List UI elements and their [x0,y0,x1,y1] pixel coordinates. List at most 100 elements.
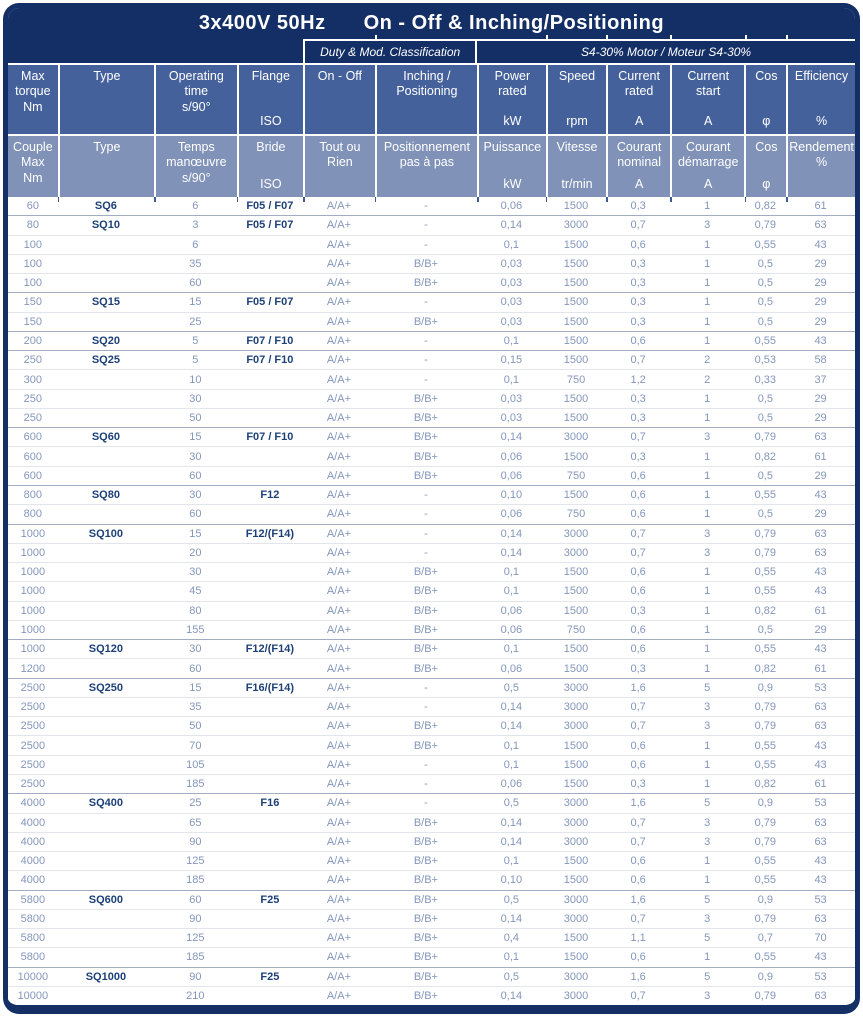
table-row: 600 30 A/A+ B/B+ 0,06 1500 0,3 1 0,82 61 [8,446,855,465]
table-cell: B/B+ [413,431,438,444]
table-cell: 185 [186,874,205,887]
table-cell: - [424,701,428,714]
table-cell: 2500 [20,739,46,752]
header-cell-en-6: Inching / Positioning [374,65,477,134]
table-cell [58,871,154,889]
table-cell: 10 [189,373,202,386]
header-cell-en-7: Power rated kW [477,65,546,134]
table-cell: 1500 [563,951,589,964]
table-cell: 3000 [563,720,589,733]
table-cell: 90 [189,835,202,848]
table-cell: 43 [814,585,827,598]
table-cell: 10000 [17,970,49,983]
table-cell: 0,7 [630,912,646,925]
table-cell: 300 [23,373,43,386]
table-cell: 50 [189,720,202,733]
table-cell [237,390,304,408]
table-cell: 53 [814,797,827,810]
table-cell: 1 [704,469,711,482]
table-row: 100 6 A/A+ - 0,1 1500 0,6 1 0,55 43 [8,234,855,254]
table-cell: 3000 [563,681,589,694]
table-cell [237,987,304,1005]
table-cell: 0,6 [630,334,646,347]
table-cell: 0,79 [754,912,777,925]
table-row: 4000 125 A/A+ B/B+ 0,1 1500 0,6 1 0,55 43 [8,851,855,870]
header-label: Type [93,69,121,83]
table-cell: B/B+ [413,932,438,945]
table-row: 10000 SQ1000 90 F25 A/A+ B/B+ 0,5 3000 1,6 5 0,9 53 [8,966,855,986]
table-cell: 3 [192,219,199,232]
classification-band-row: Duty & Mod. Classification S4-30% Motor … [8,35,855,63]
table-cell: 0,03 [500,296,523,309]
table-cell: A/A+ [326,816,351,829]
table-cell [58,852,154,870]
table-row: 250 SQ25 5 F07 / F10 A/A+ - 0,15 1500 0,7 2 0,53 58 [8,350,855,369]
table-cell: F05 / F07 [246,219,294,232]
table-cell: 1 [704,238,711,251]
table-cell: 43 [814,566,827,579]
table-cell: 3 [704,835,711,848]
table-cell: A/A+ [326,990,351,1003]
table-cell: B/B+ [413,277,438,290]
table-cell: 1500 [563,277,589,290]
table-cell: B/B+ [413,469,438,482]
table-cell: 1500 [563,412,589,425]
table-cell: 1500 [563,315,589,328]
table-cell: 2 [704,354,711,367]
table-cell: 90 [189,912,202,925]
table-row: 800 SQ80 30 F12 A/A+ - 0,10 1500 0,6 1 0,55 43 [8,484,855,504]
header-label: Courant démarrage [677,140,739,170]
table-cell [58,756,154,774]
column-tick [236,197,239,202]
table-cell: 0,9 [757,893,773,906]
table-cell: 1000 [20,604,46,617]
table-cell: 1 [704,508,711,521]
table-cell: 1 [704,489,711,502]
table-cell: 0,3 [630,257,646,270]
table-cell: 1500 [563,296,589,309]
table-cell: 37 [814,373,827,386]
table-cell: 1 [704,200,711,213]
table-cell: A/A+ [326,739,351,752]
table-cell: 1000 [20,566,46,579]
table-cell: 1 [704,450,711,463]
table-cell: 1500 [563,566,589,579]
header-cell-en-11: Cos φ [744,65,786,134]
table-cell [237,255,304,273]
column-tick [303,197,305,202]
header-cell-fr-8: Vitesse tr/min [545,136,607,197]
header-label: Power rated [494,69,531,99]
table-row: 2500 105 A/A+ - 0,1 1500 0,6 1 0,55 43 [8,754,855,774]
table-cell [58,236,154,254]
table-cell: 250 [23,392,43,405]
header-cell-en-10: Current start A [669,65,745,134]
table-cell: 0,03 [500,392,523,405]
title-mode: On - Off & Inching/Positioning [363,12,665,34]
band-column-tick [670,35,672,40]
table-cell: 80 [189,604,202,617]
table-cell: A/A+ [326,469,351,482]
table-cell: 0,1 [503,373,520,386]
table-row: 250 30 A/A+ B/B+ 0,03 1500 0,3 1 0,5 29 [8,388,855,408]
table-cell [58,948,154,966]
table-cell: SQ400 [88,797,124,810]
header-unit: A [704,176,713,191]
table-cell: 0,6 [630,623,646,636]
header-unit: φ [762,113,771,128]
table-cell: SQ25 [91,354,120,367]
column-tick [154,197,156,202]
table-cell: 30 [189,643,202,656]
table-cell: 1 [704,662,711,675]
table-cell: A/A+ [326,604,351,617]
header-label: Tout ou Rien [319,140,361,170]
table-cell [237,409,304,427]
table-cell: B/B+ [413,874,438,887]
table-cell: 0,3 [630,778,646,791]
table-cell: 43 [814,643,827,656]
table-cell [58,814,154,832]
table-cell: 210 [186,990,205,1003]
table-cell: 185 [186,951,205,964]
table-cell: 100 [23,238,43,251]
table-cell: 250 [23,354,43,367]
table-cell: 63 [814,701,827,714]
